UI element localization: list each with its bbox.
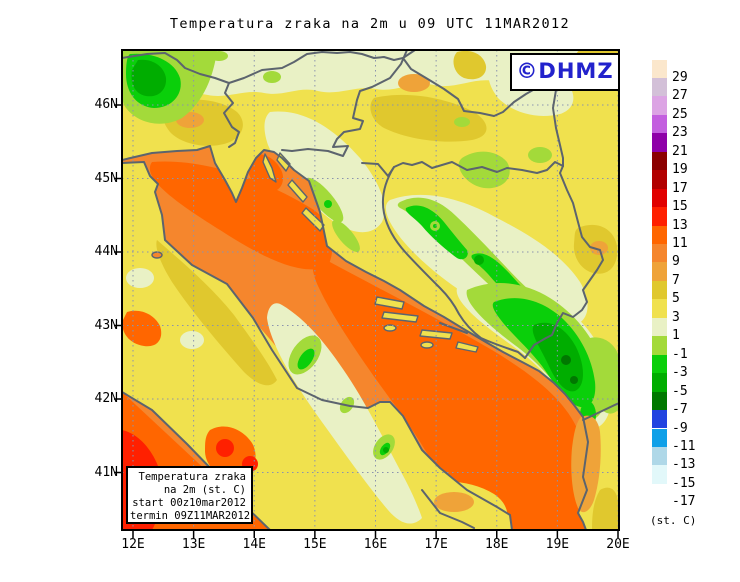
colorbar-label: 13 <box>672 217 688 233</box>
lon-label: 14E <box>242 537 266 552</box>
colorbar-swatch <box>652 151 667 171</box>
dhmz-label: ©DHMZ <box>516 59 614 83</box>
islands <box>151 152 479 353</box>
colorbar-swatch <box>652 410 667 429</box>
colorbar-label: 17 <box>672 180 688 196</box>
colorbar-swatch <box>652 483 667 503</box>
colorbar-swatch <box>652 336 667 355</box>
colorbar-label: 15 <box>672 199 688 215</box>
lon-label: 17E <box>424 537 448 552</box>
colorbar-swatch <box>652 96 667 115</box>
lat-label: 41N <box>94 464 118 480</box>
lat-label: 44N <box>94 244 118 259</box>
colorbar-label: -3 <box>672 365 688 381</box>
lon-label: 12E <box>121 537 145 552</box>
lon-label: 15E <box>303 537 327 552</box>
colorbar-swatch <box>652 170 667 189</box>
colorbar-label: 29 <box>672 69 688 85</box>
dhmz-logo: ©DHMZ <box>510 53 620 91</box>
colorbar-label: 21 <box>672 143 688 159</box>
colorbar-swatch <box>652 299 667 318</box>
colorbar-swatch <box>652 280 667 300</box>
lon-label: 20E <box>606 537 630 552</box>
country-borders <box>122 50 619 421</box>
colorbar-swatch <box>652 188 667 208</box>
lon-label: 13E <box>181 537 206 552</box>
temperature-field <box>122 50 619 530</box>
colorbar-label: 7 <box>672 272 680 288</box>
lon-label: 18E <box>485 537 509 552</box>
colorbar-swatch <box>652 262 667 281</box>
colorbar-label: 1 <box>672 328 680 344</box>
lat-label: 42N <box>94 391 118 406</box>
colorbar-swatch <box>652 77 667 97</box>
map-info-box: Temperatura zraka na 2m (st. C) start 00z1… <box>126 466 253 524</box>
colorbar-label: -7 <box>672 402 688 418</box>
colorbar-swatch <box>652 465 667 484</box>
colorbar-swatch <box>652 225 667 244</box>
lat-label: 45N <box>94 170 118 186</box>
colorbar-swatch <box>652 446 667 466</box>
colorbar-swatch <box>652 317 667 337</box>
lat-label: 46N <box>94 97 118 112</box>
colorbar-label: 9 <box>672 254 680 270</box>
colorbar-label: 25 <box>672 106 688 122</box>
info-box-line: termin 09Z11MAR2012 <box>130 510 251 522</box>
colorbar-label: 5 <box>672 291 680 307</box>
map-frame <box>121 49 620 531</box>
colorbar-label: -9 <box>672 420 688 436</box>
colorbar-label: 23 <box>672 125 688 141</box>
info-box-line: start 00z10mar2012 <box>132 497 246 509</box>
colorbar-swatch <box>652 428 667 447</box>
colorbar-label: 11 <box>672 236 688 251</box>
colorbar-swatch <box>652 244 667 263</box>
lon-label: 19E <box>545 537 570 552</box>
colorbar-label: -1 <box>672 346 688 362</box>
colorbar-label: 19 <box>672 162 688 178</box>
colorbar-swatch <box>652 373 667 392</box>
colorbar-label: -5 <box>672 383 688 399</box>
colorbar-swatch <box>652 391 667 411</box>
axis-ticks <box>114 104 619 538</box>
grid-lines <box>122 50 619 530</box>
colorbar-unit-label: (st. C) <box>650 514 697 527</box>
colorbar-label: -15 <box>672 475 696 491</box>
colorbar-swatch <box>652 114 667 134</box>
colorbar-swatch <box>652 59 667 78</box>
lat-label: 43N <box>94 317 118 333</box>
colorbar-label: 3 <box>672 309 680 325</box>
colorbar-label: -17 <box>672 494 696 510</box>
colorbar-swatch <box>652 133 667 152</box>
colorbar-swatch <box>652 207 667 226</box>
info-box-line: na 2m (st. C) <box>163 484 246 496</box>
colorbar-swatch <box>652 354 667 374</box>
colorbar-label: 27 <box>672 88 688 104</box>
info-box-line: Temperatura zraka <box>138 471 246 483</box>
colorbar-label: -11 <box>672 438 696 454</box>
colorbar-label: -13 <box>672 457 696 473</box>
italy-land <box>122 240 508 530</box>
lon-label: 16E <box>363 537 388 552</box>
page-title: Temperatura zraka na 2m u 09 UTC 11MAR20… <box>169 16 571 32</box>
